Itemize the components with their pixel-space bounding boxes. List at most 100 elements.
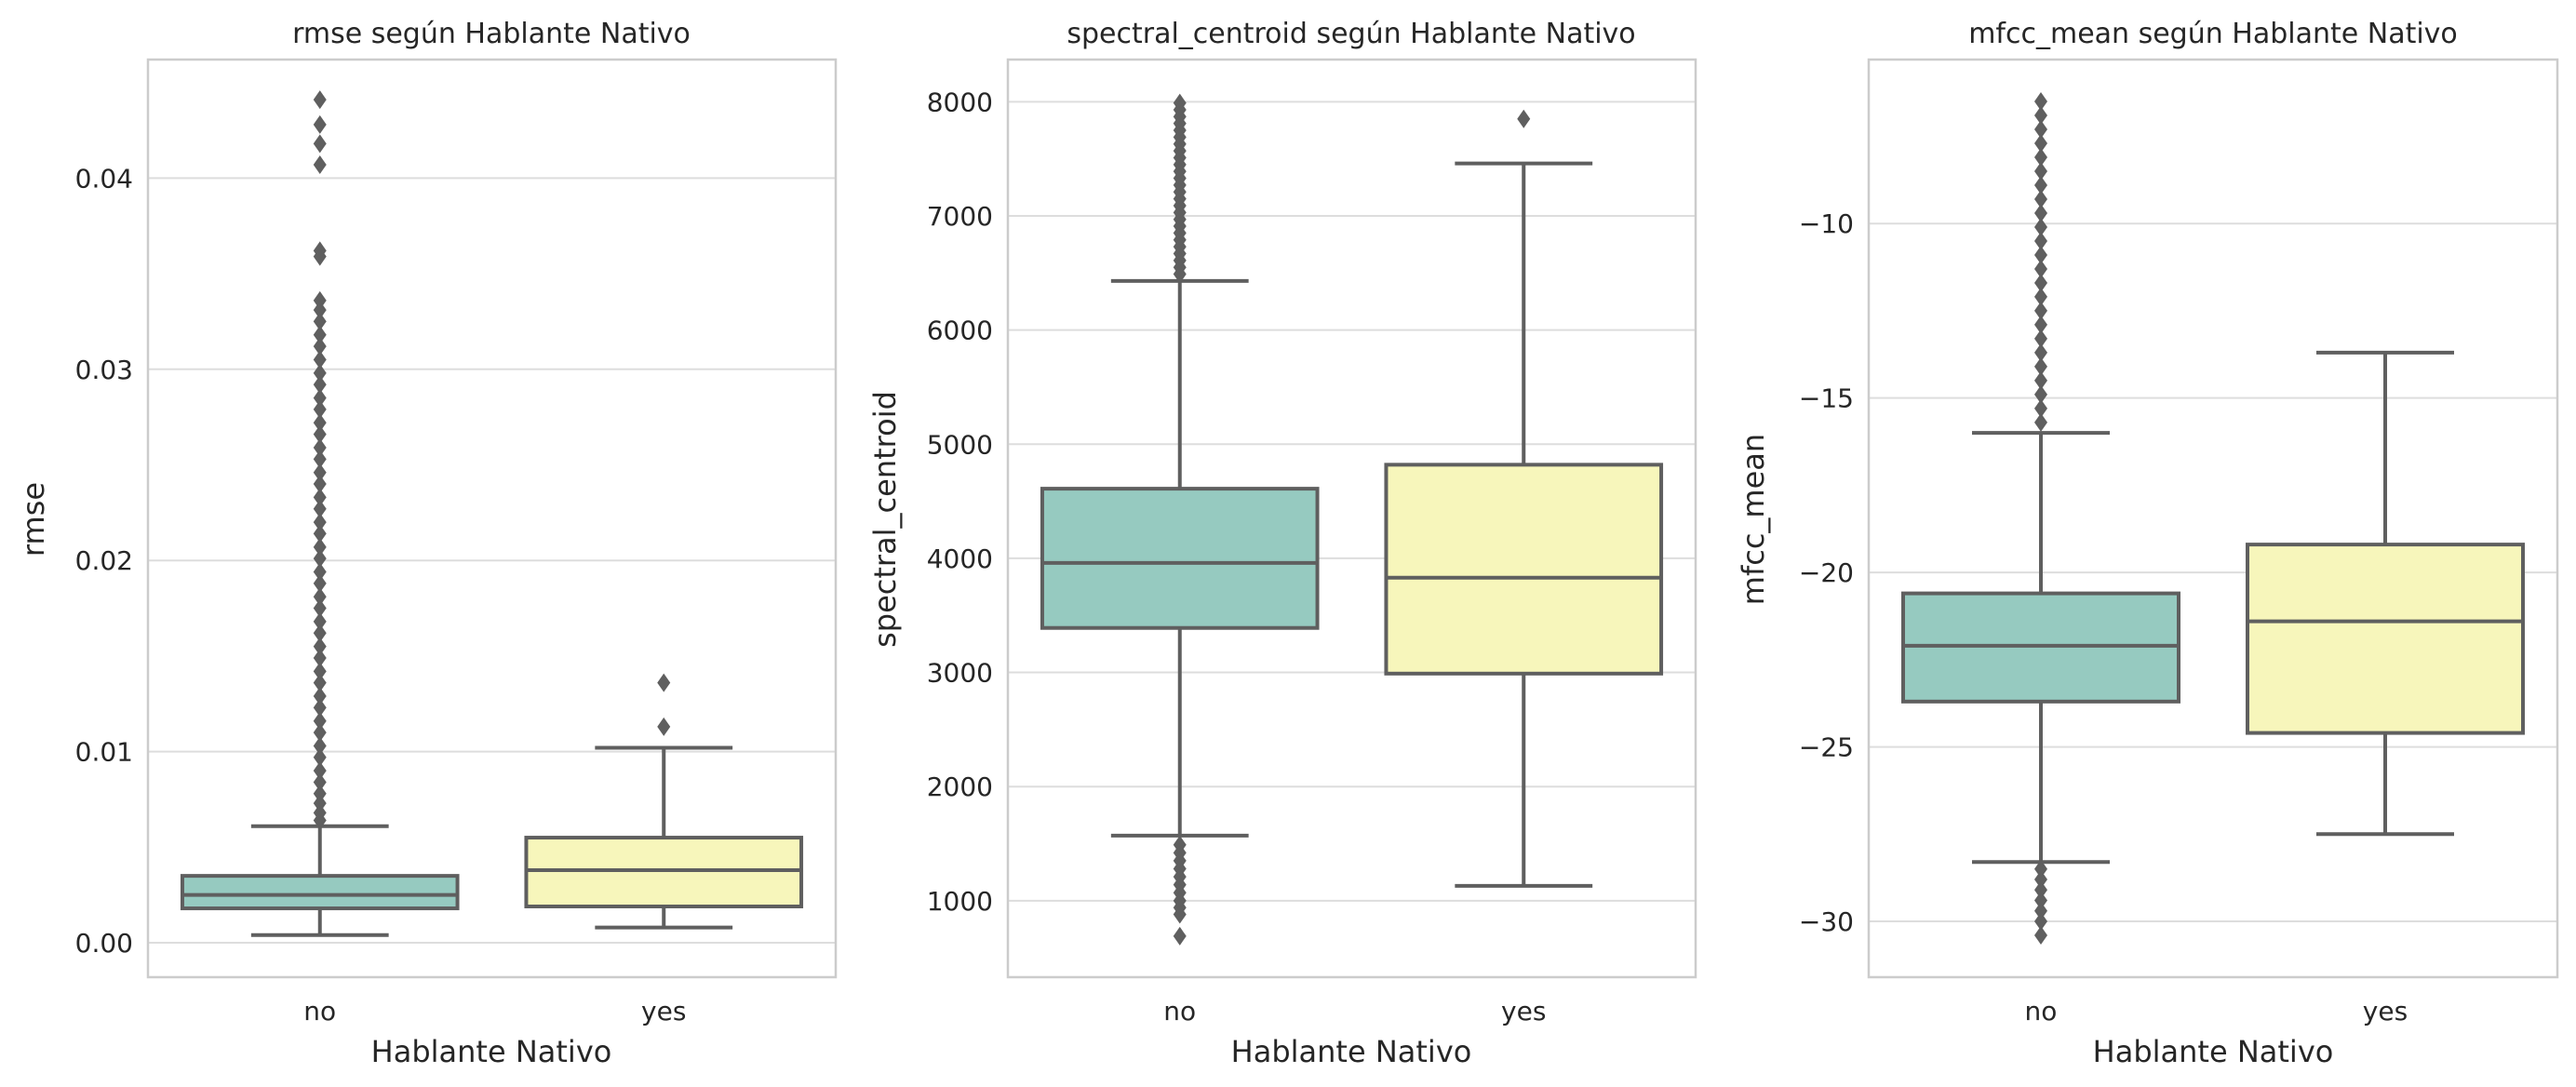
outlier-point [2034,398,2047,418]
outlier-point [313,736,327,756]
outlier-point [2034,203,2047,222]
outlier-point [313,247,327,266]
outlier-point [313,573,327,593]
y-tick-label: 0.04 [75,163,133,194]
outlier-point [313,648,327,667]
y-tick-label: 2000 [927,772,993,802]
x-tick-label: no [1163,996,1196,1027]
y-axis-label: spectral_centroid [867,391,903,648]
y-tick-label: 6000 [927,315,993,346]
box-yes [524,836,804,908]
outlier-point [313,761,327,781]
outlier-point [313,290,327,310]
outlier-point [313,537,327,557]
outlier-point [1517,109,1531,128]
outlier-point [2034,119,2047,139]
outlier-point [313,711,327,731]
outlier-point [2034,217,2047,236]
outlier-point [2034,356,2047,376]
outlier-point [313,513,327,532]
panel-title: mfcc_mean según Hablante Nativo [1968,18,2458,50]
outlier-point [313,325,327,344]
outlier-point [313,698,327,718]
outlier-point [313,450,327,469]
outlier-point [313,463,327,482]
y-tick-label: 8000 [927,87,993,117]
outlier-point [2034,859,2047,879]
outlier-point [1173,264,1187,284]
x-tick-label: yes [641,996,686,1027]
outlier-point [313,499,327,518]
outlier-point [2034,370,2047,390]
outlier-point [313,673,327,692]
outlier-point [313,134,327,154]
y-tick-label: −25 [1799,732,1854,763]
box-no [180,874,460,911]
y-tick-label: −15 [1799,383,1854,414]
x-tick-label: no [303,996,336,1027]
outlier-point [313,723,327,743]
plot-frame [1006,58,1697,979]
outlier-point [1173,905,1187,924]
y-tick-label: 0.00 [75,928,133,959]
panel-rmse: rmse según Hablante Nativo Hablante Nati… [16,18,838,1069]
outlier-point [2034,189,2047,208]
y-tick-label: 3000 [927,658,993,689]
outlier-point [313,437,327,457]
x-tick-label: yes [2363,996,2408,1027]
outlier-point [2034,880,2047,900]
outlier-point [2034,870,2047,890]
outlier-point [313,784,327,803]
outlier-point [2034,287,2047,306]
y-tick-label: −10 [1799,208,1854,239]
outlier-point [313,154,327,174]
outlier-point [313,312,327,331]
outlier-point [2034,926,2047,946]
outlier-point [2034,175,2047,195]
outlier-point [2034,891,2047,910]
outlier-point [2034,384,2047,404]
outlier-point [313,114,327,134]
x-axis-label: Hablante Nativo [2093,1034,2334,1069]
plot-area: −30 −25 −20 −15 −10 no yes [1799,58,2559,1027]
outlier-point [2034,273,2047,292]
outlier-point [313,524,327,544]
panel-mfcc-mean: mfcc_mean según Hablante Nativo Hablante… [1736,18,2559,1069]
y-axis-label: mfcc_mean [1736,434,1771,605]
outlier-point [2034,342,2047,362]
outlier-point [313,424,327,444]
outlier-point [2034,259,2047,278]
outlier-point [313,687,327,706]
y-tick-label: 5000 [927,429,993,460]
x-axis-label: Hablante Nativo [371,1034,612,1069]
outlier-point [313,399,327,419]
x-axis-label: Hablante Nativo [1231,1034,1472,1069]
outlier-point [313,413,327,433]
outlier-point [1173,926,1187,946]
x-tick-label: no [2025,996,2058,1027]
y-tick-label: 1000 [927,886,993,917]
panel-title: spectral_centroid según Hablante Nativo [1067,18,1635,50]
outlier-point [313,662,327,681]
outlier-point [313,350,327,369]
y-tick-label: 4000 [927,544,993,574]
plot-frame [146,58,838,979]
outlier-point [2034,912,2047,932]
y-tick-label: −20 [1799,557,1854,588]
outlier-point [2034,901,2047,920]
outlier-point [2034,329,2047,348]
outlier-point [313,747,327,767]
outlier-point [2034,147,2047,167]
outlier-point [2034,301,2047,320]
outlier-point [313,772,327,792]
outlier-point [2034,245,2047,264]
box-yes [2246,543,2525,735]
y-tick-label: −30 [1799,906,1854,937]
outlier-point [2034,133,2047,153]
outlier-point [657,673,671,692]
x-tick-label: yes [1501,996,1546,1027]
panel-spectral-centroid: spectral_centroid según Hablante Nativo … [867,18,1697,1069]
outlier-point [2034,105,2047,125]
outlier-point [2034,315,2047,334]
